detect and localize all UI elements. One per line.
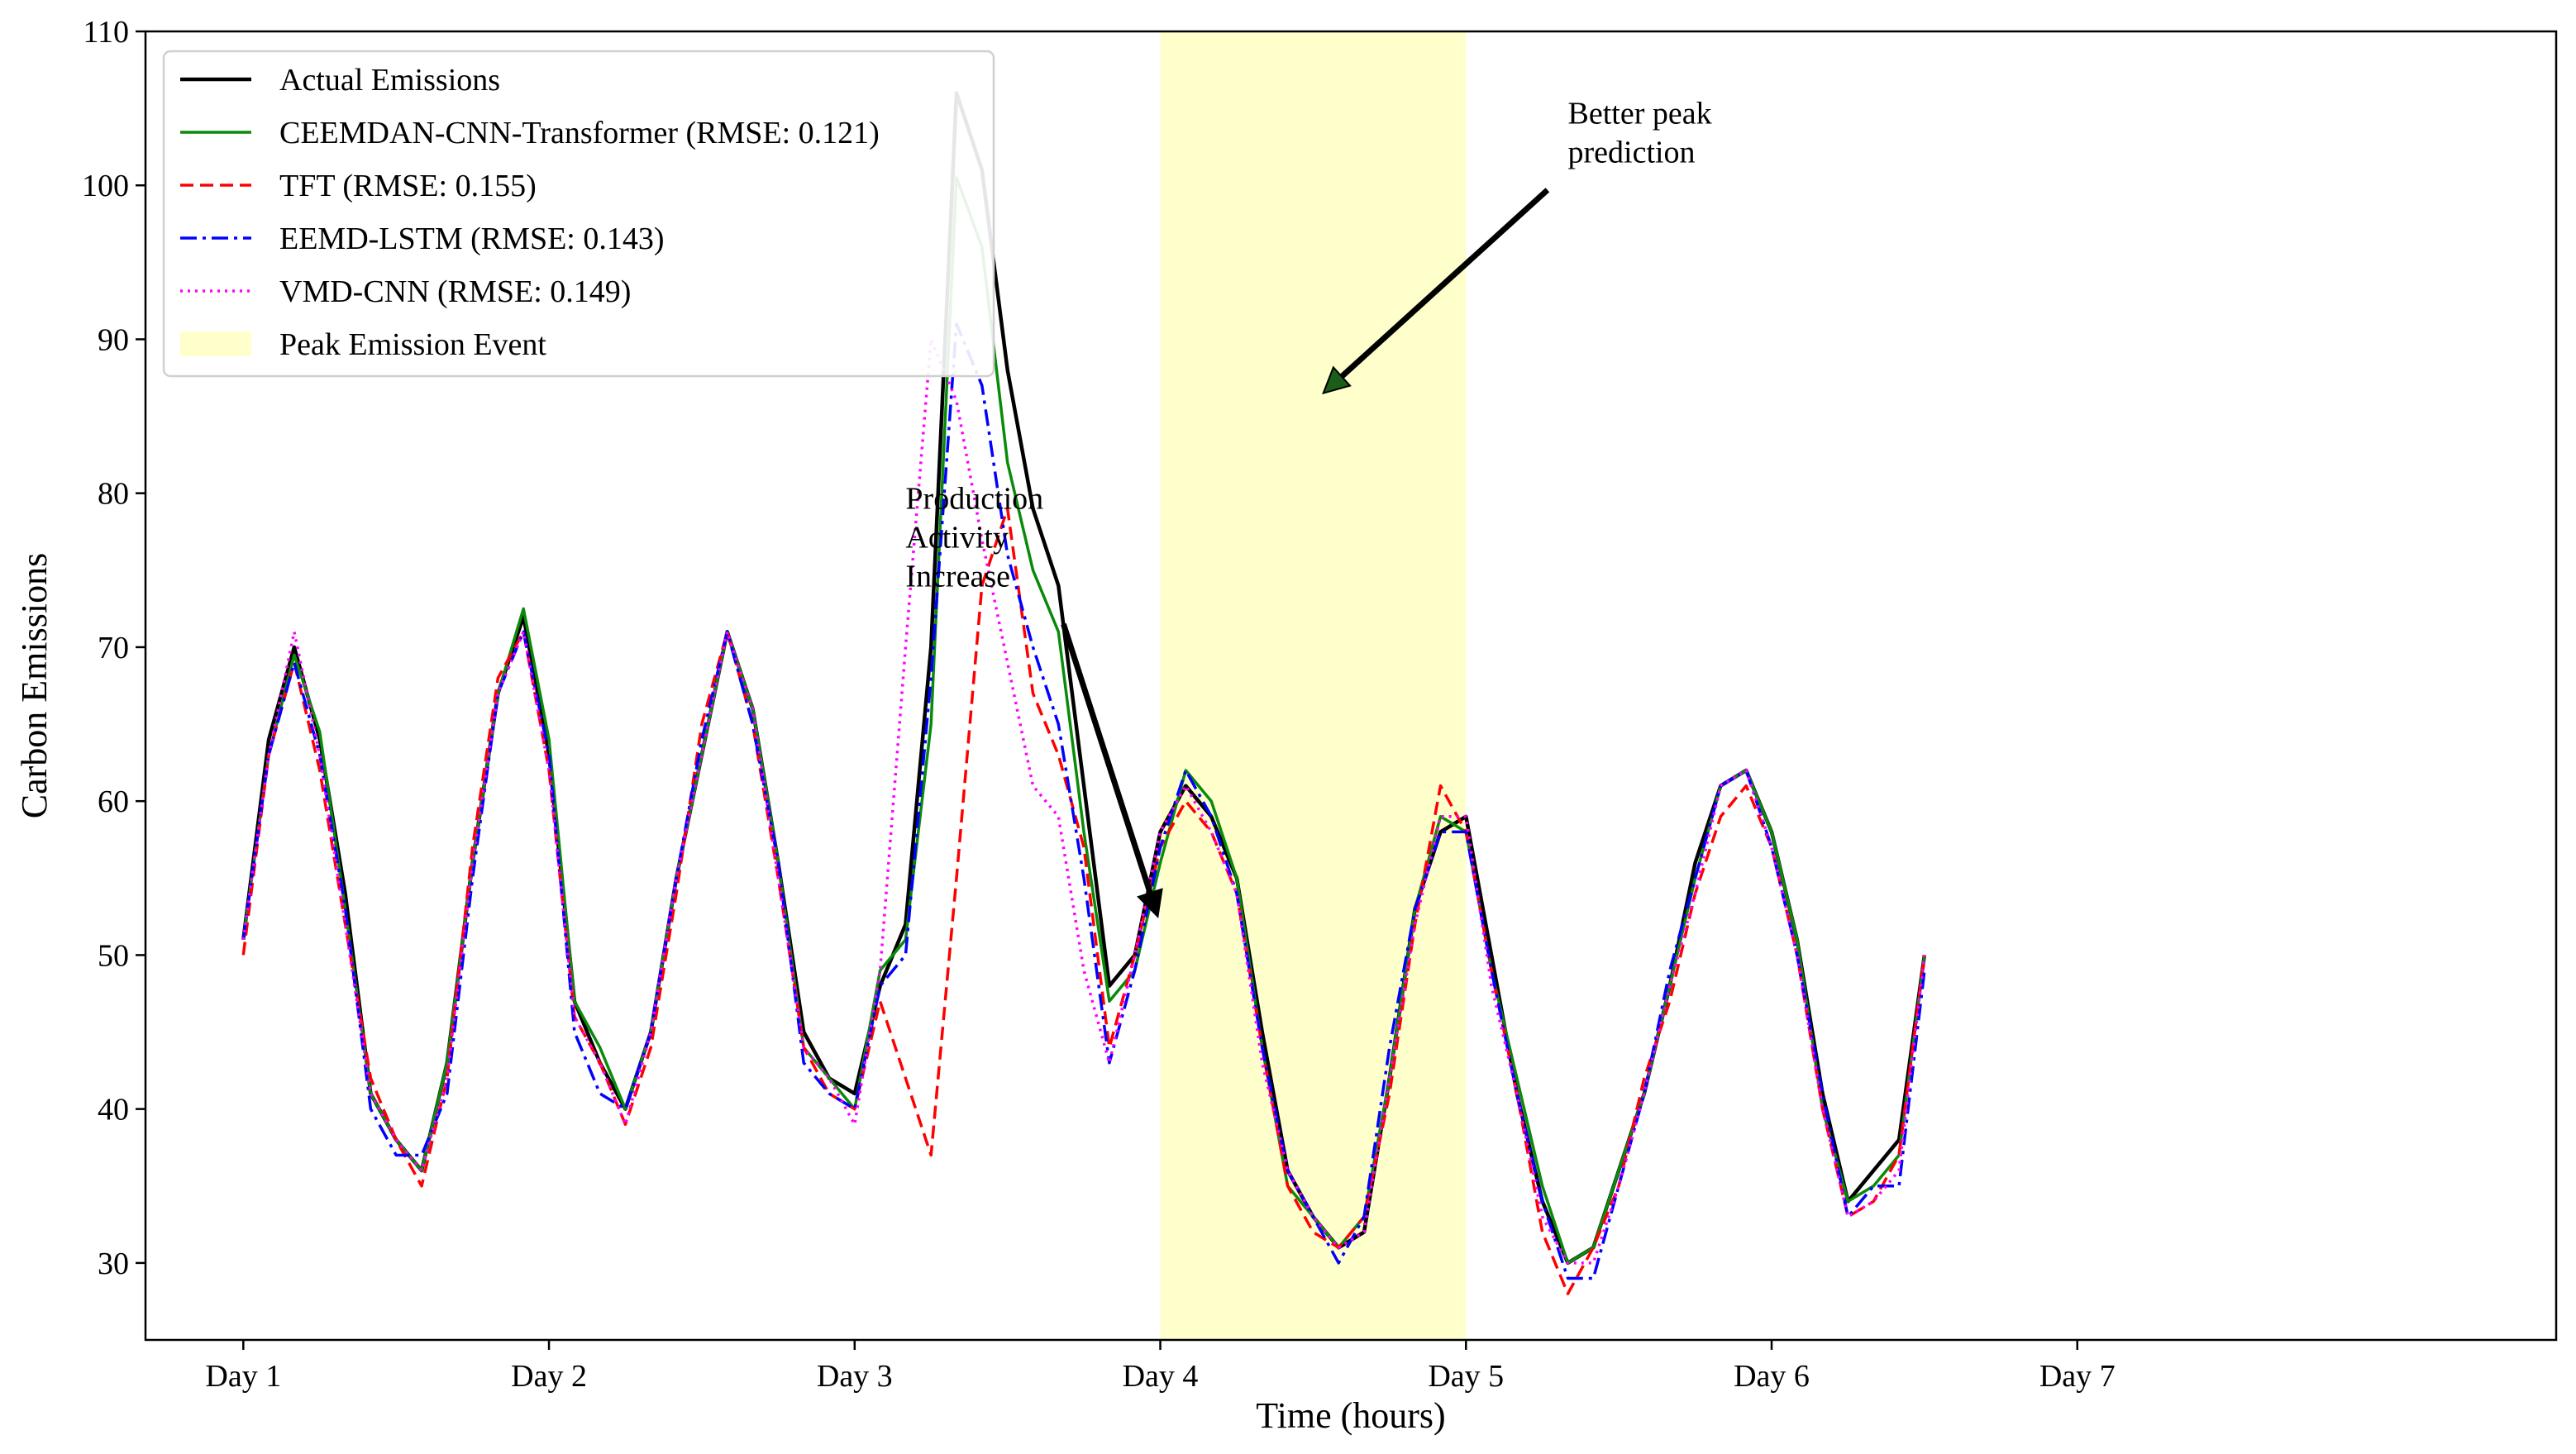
x-tick-label: Day 4	[1123, 1359, 1199, 1394]
y-tick-label: 90	[98, 322, 129, 357]
annotation-text-0-0: Production	[905, 481, 1043, 516]
legend-label-5: Peak Emission Event	[279, 327, 546, 362]
y-tick-label: 40	[98, 1093, 129, 1127]
legend-swatch-5	[180, 331, 251, 356]
peak-emission-band	[1160, 31, 1467, 1340]
annotation-text-0-1: Activity	[905, 520, 1009, 555]
annotation-arrow-1	[1339, 188, 1550, 379]
legend-label-4: VMD-CNN (RMSE: 0.149)	[279, 274, 631, 309]
annotation-arrow-0	[1061, 622, 1153, 894]
x-tick-label: Day 5	[1428, 1359, 1504, 1394]
x-tick-label: Day 1	[205, 1359, 281, 1394]
legend-label-3: EEMD-LSTM (RMSE: 0.143)	[279, 222, 665, 256]
y-tick-label: 50	[98, 938, 129, 973]
legend-label-2: TFT (RMSE: 0.155)	[279, 169, 537, 203]
annotation-arrowhead-0	[1137, 888, 1163, 918]
y-tick-label: 70	[98, 631, 129, 665]
x-tick-label: Day 6	[1734, 1359, 1810, 1394]
plot-frame	[144, 30, 2558, 1342]
series-line-1	[241, 176, 1926, 1265]
x-tick-label: Day 3	[817, 1359, 893, 1394]
annotation-text-1-1: prediction	[1568, 136, 1696, 170]
legend-label-0: Actual Emissions	[279, 63, 500, 98]
y-tick-label: 100	[82, 169, 129, 203]
x-tick-label: Day 2	[511, 1359, 587, 1394]
series-line-3	[241, 322, 1926, 1280]
y-axis-label: Carbon Emissions	[14, 553, 55, 818]
y-tick-label: 110	[83, 15, 129, 50]
y-tick-label: 80	[98, 477, 129, 512]
y-tick-label: 60	[98, 784, 129, 819]
annotation-text-1-0: Better peak	[1568, 97, 1712, 131]
x-tick-label: Day 7	[2039, 1359, 2116, 1394]
series-line-2	[241, 507, 1926, 1295]
x-axis-label: Time (hours)	[1256, 1395, 1445, 1436]
legend-label-1: CEEMDAN-CNN-Transformer (RMSE: 0.121)	[279, 116, 880, 150]
y-tick-label: 30	[98, 1247, 129, 1281]
annotation-text-0-2: Increase	[905, 559, 1010, 594]
annotation-arrowhead-1	[1322, 365, 1352, 395]
legend-box	[162, 50, 995, 378]
